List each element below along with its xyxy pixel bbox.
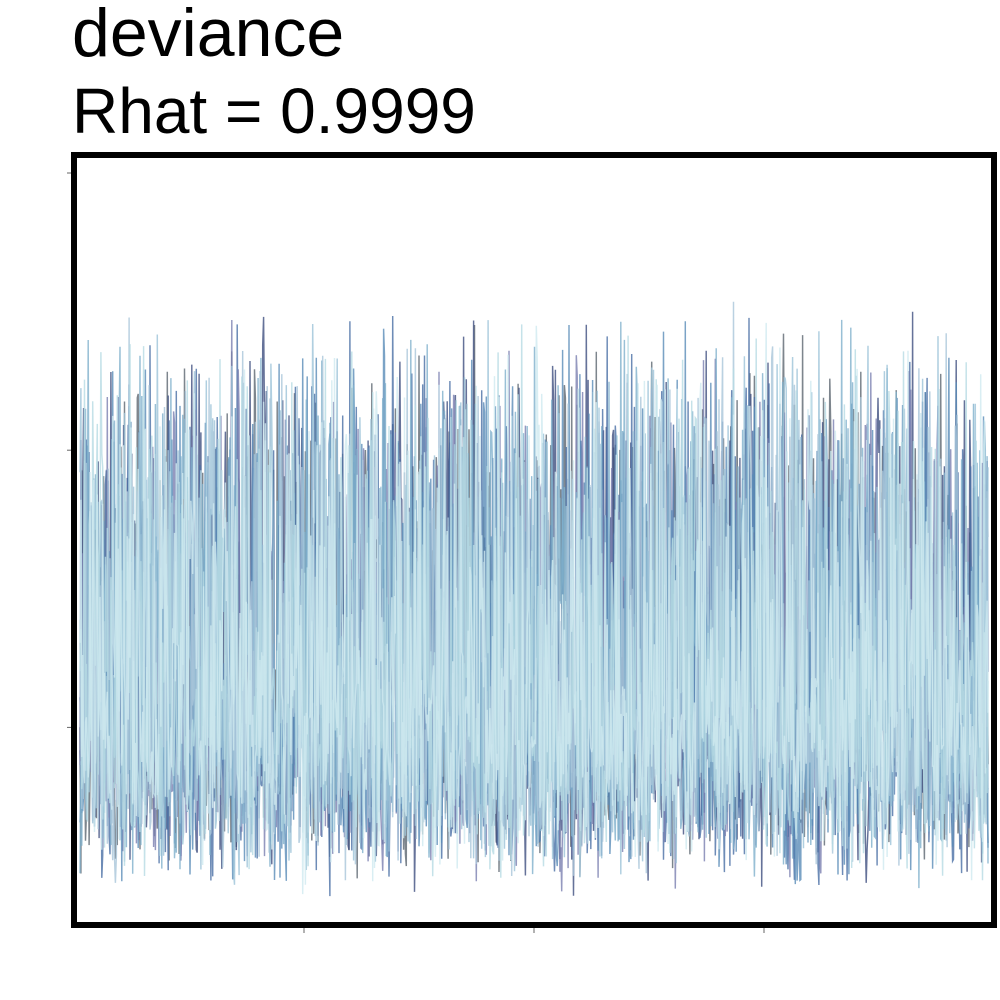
chart-subtitle: Rhat = 0.9999 bbox=[72, 75, 476, 147]
plot-frame bbox=[71, 152, 997, 928]
trace-series-10 bbox=[79, 322, 989, 895]
chart-title: deviance bbox=[72, 0, 345, 71]
series-group bbox=[79, 301, 989, 897]
